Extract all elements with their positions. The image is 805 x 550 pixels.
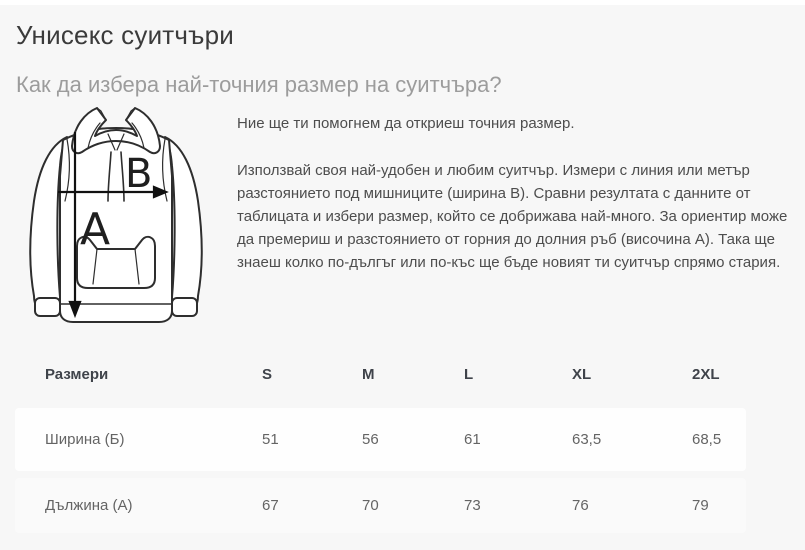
hoodie-diagram-svg: A B [29,107,203,323]
row-label-length: Дължина (А) [45,497,133,514]
hoodie-pocket-left-seam [92,248,98,285]
hoodie-pocket-right-seam [134,248,140,285]
column-header-2xl: 2XL [692,365,720,383]
hoodie-hood-peak-left [96,107,107,121]
size-table: Размери S M L XL 2XL Ширина (Б) 51 56 61… [15,340,746,533]
column-header-m: M [362,365,375,383]
measure-arrow-a-head [68,300,82,319]
length-value-xl: 76 [572,497,589,514]
column-header-s: S [262,365,273,383]
length-value-m: 70 [362,497,379,514]
hoodie-hood-vee-right [116,133,125,151]
hoodie-hood-vee-left [107,133,116,151]
page-subtitle: Как да избера най-точния размер на суитч… [16,72,502,97]
width-value-xl: 63,5 [572,431,602,448]
hoodie-right-armhole [161,138,168,202]
intro-text-column: Ние ще ти помогнем да откриеш точния раз… [237,112,793,274]
page-title: Унисекс суитчъри [16,20,234,50]
hoodie-hood-peak-right [125,107,136,121]
hoodie-left-cuff [34,297,61,317]
hoodie-measurement-diagram: A B [10,106,222,332]
intro-paragraph: Ние ще ти помогнем да откриеш точния раз… [237,115,575,132]
hoodie-torso [59,127,173,323]
column-header-sizes: Размери [45,365,109,383]
hoodie-hood-fold-right [131,122,145,149]
hoodie-hood-fold-left [87,122,101,149]
table-row-length: Дължина (А) 67 70 73 76 79 [15,478,746,533]
measure-arrow-b-head [152,185,169,199]
table-row-width: Ширина (Б) 51 56 61 63,5 68,5 [15,408,746,471]
hoodie-drawstring-right [120,151,125,202]
column-header-l: L [464,365,474,383]
hoodie-left-armhole [64,138,71,202]
row-label-width: Ширина (Б) [45,431,125,448]
instructions-paragraph: Използвай своя най-удобен и любим суитчъ… [237,162,788,271]
measure-label-a: A [80,204,110,255]
measure-label-b: B [125,151,152,197]
top-white-strip [0,0,805,5]
column-header-xl: XL [572,365,592,383]
size-table-header-row: Размери S M L XL 2XL [15,340,746,408]
width-value-l: 61 [464,431,481,448]
width-value-2xl: 68,5 [692,431,722,448]
hoodie-right-cuff [171,297,198,317]
width-value-m: 56 [362,431,379,448]
table-row-gap [15,471,746,478]
hoodie-drawstring-left [107,151,112,202]
length-value-2xl: 79 [692,497,709,514]
length-value-s: 67 [262,497,279,514]
width-value-s: 51 [262,431,279,448]
length-value-l: 73 [464,497,481,514]
